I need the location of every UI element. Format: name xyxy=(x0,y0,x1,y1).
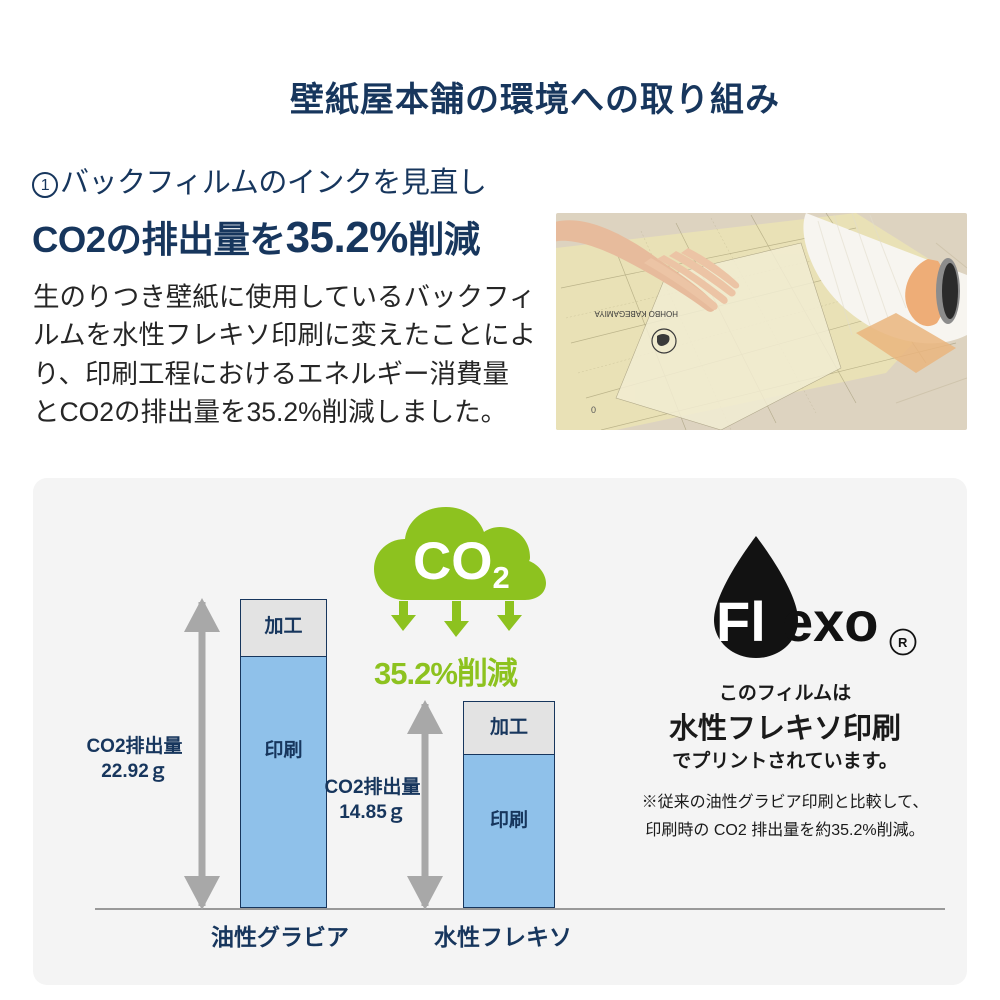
svg-text:R: R xyxy=(898,635,908,650)
svg-text:Fl: Fl xyxy=(716,590,766,653)
svg-text:HOHBO KABEGAMIYA: HOHBO KABEGAMIYA xyxy=(594,309,678,318)
svg-text:0: 0 xyxy=(591,405,596,415)
svg-text:exo: exo xyxy=(782,590,879,653)
